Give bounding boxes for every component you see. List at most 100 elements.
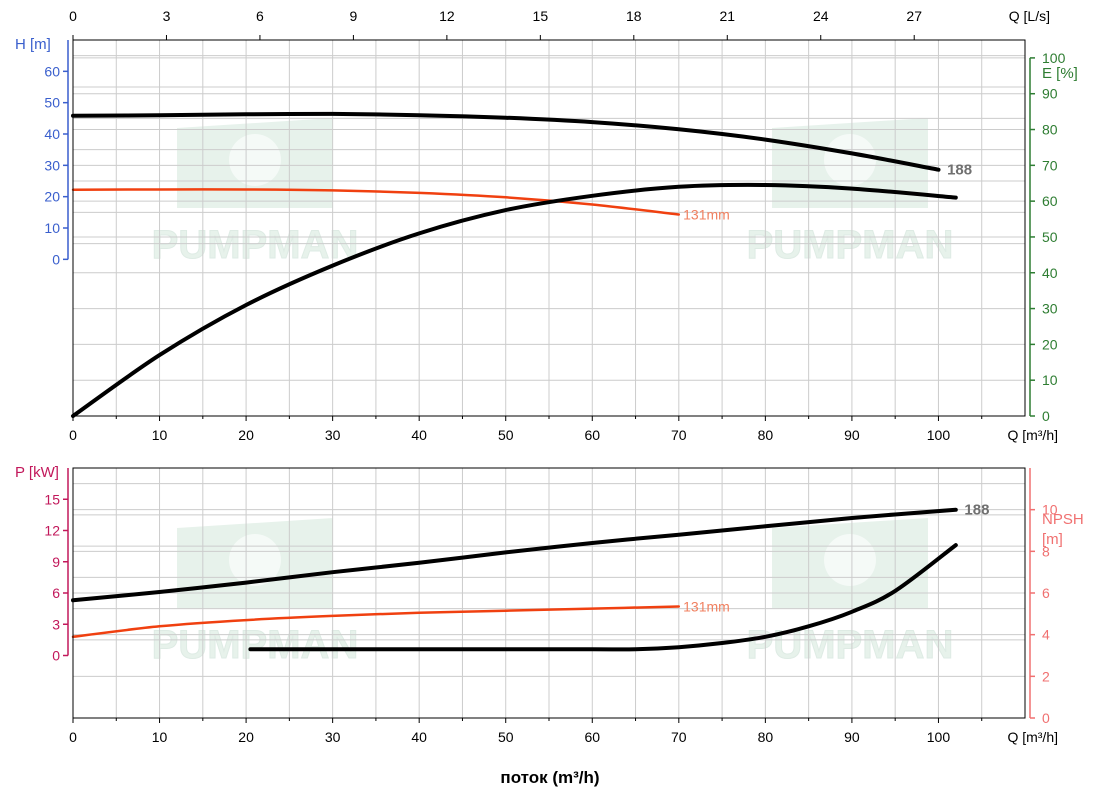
x-tick-label: 50 [498,427,514,443]
x-tick-label: 20 [238,729,254,745]
y-right-tick-label: 100 [1042,50,1066,66]
y-right-tick-label: 30 [1042,301,1058,317]
x-top-tick-label: 12 [439,8,455,24]
x-top-axis-label: Q [L/s] [1009,8,1050,24]
watermark-text: PUMPMAN [747,223,954,267]
watermark-logo: PUMPMAN [746,518,954,668]
watermark-logo: PUMPMAN [746,118,954,268]
y-right-tick-label: 60 [1042,193,1058,209]
curve-188-top [71,111,941,172]
x-top-tick-label: 27 [906,8,922,24]
watermark-shield [177,118,333,208]
x-top-tick-label: 9 [350,8,358,24]
y-left-tick-label: 30 [44,157,60,173]
grid-layer [73,40,1025,718]
y-right-tick-label: 80 [1042,122,1058,138]
y-left-tick-label: 20 [44,189,60,205]
y-left-tick-label: 50 [44,95,60,111]
x-tick-label: 60 [584,427,600,443]
x-top-tick-label: 3 [163,8,171,24]
x-tick-label: 10 [152,729,168,745]
watermark-shield [772,518,928,608]
x-tick-label: 30 [325,729,341,745]
x-top-tick-label: 21 [719,8,735,24]
curve-label: 188 [947,162,972,179]
y-left-tick-label: 6 [52,585,60,601]
x-tick-label: 90 [844,729,860,745]
curve-label: 131mm [683,599,730,615]
curve-label: 131mm [683,207,730,223]
curve-131mm-top [71,188,681,216]
y-left-tick-label: 60 [44,63,60,79]
x-top-tick-label: 6 [256,8,264,24]
curve-label: 188 [964,502,989,519]
watermark-logo: PUMPMAN [151,118,359,268]
watermark-text: PUMPMAN [152,623,359,667]
x-tick-label: 0 [69,729,77,745]
x-axis-title-bottom: поток (m³/h) [500,768,599,787]
x-top-tick-label: 24 [813,8,829,24]
watermark-face [824,134,876,186]
y-right-tick-label: 4 [1042,627,1050,643]
y-right-tick-label: 8 [1042,543,1050,559]
y-right-tick-label: 20 [1042,336,1058,352]
curve-131mm-bottom [71,605,681,639]
x-tick-label: 20 [238,427,254,443]
y-left-axis-label: H [m] [15,36,51,53]
watermark-logo: PUMPMAN [151,518,359,668]
x-tick-label: 40 [411,729,427,745]
watermark-face [229,534,281,586]
x-top-tick-label: 0 [69,8,77,24]
y-left-tick-label: 9 [52,554,60,570]
x-tick-label: 70 [671,427,687,443]
x-axis-label: Q [m³/h] [1007,427,1058,443]
x-tick-label: 60 [584,729,600,745]
x-tick-label: 40 [411,427,427,443]
y-right-tick-label: 0 [1042,408,1050,424]
y-right-tick-label: 0 [1042,710,1050,726]
x-axis-label: Q [m³/h] [1007,729,1058,745]
watermark-face [229,134,281,186]
x-tick-label: 70 [671,729,687,745]
y-left-tick-label: 12 [44,523,60,539]
watermark-text: PUMPMAN [747,623,954,667]
x-top-tick-label: 18 [626,8,642,24]
y-right-tick-label: 40 [1042,265,1058,281]
x-tick-label: 10 [152,427,168,443]
y-right-tick-label: 10 [1042,502,1058,518]
y-right-axis-label: NPSH [1042,511,1084,528]
y-right-tick-label: 90 [1042,86,1058,102]
y-right-tick-label: 6 [1042,585,1050,601]
x-tick-label: 80 [758,729,774,745]
y-right-axis-label: E [%] [1042,65,1078,82]
y-right-axis-label: [m] [1042,531,1063,548]
curve-bottom [248,543,958,652]
y-left-tick-label: 10 [44,220,60,236]
curve-top [71,182,958,418]
watermark-face [824,534,876,586]
x-tick-label: 30 [325,427,341,443]
x-tick-label: 90 [844,427,860,443]
y-right-tick-label: 2 [1042,668,1050,684]
axis-layer: 0 10 20 30 40 50 60 70 80 90 100 Q [m³/h]0 3 6 9 12 15 18… [15,8,1084,745]
y-left-tick-label: 0 [52,648,60,664]
curve-layer [71,111,958,652]
y-right-tick-label: 10 [1042,372,1058,388]
y-left-tick-label: 15 [44,491,60,507]
x-tick-label: 100 [927,427,951,443]
y-left-tick-label: 3 [52,616,60,632]
x-tick-label: 50 [498,729,514,745]
y-left-tick-label: 40 [44,126,60,142]
watermark-text: PUMPMAN [152,223,359,267]
x-tick-label: 100 [927,729,951,745]
x-tick-label: 0 [69,427,77,443]
y-right-tick-label: 50 [1042,229,1058,245]
watermarks: PUMPMAN PUMPMAN PUMPMAN PUMPMAN [151,118,954,668]
y-left-axis-label: P [kW] [15,464,59,481]
y-left-tick-label: 0 [52,251,60,267]
x-tick-label: 80 [758,427,774,443]
y-right-tick-label: 70 [1042,157,1058,173]
x-top-tick-label: 15 [533,8,549,24]
curve-188-bottom [71,507,958,603]
